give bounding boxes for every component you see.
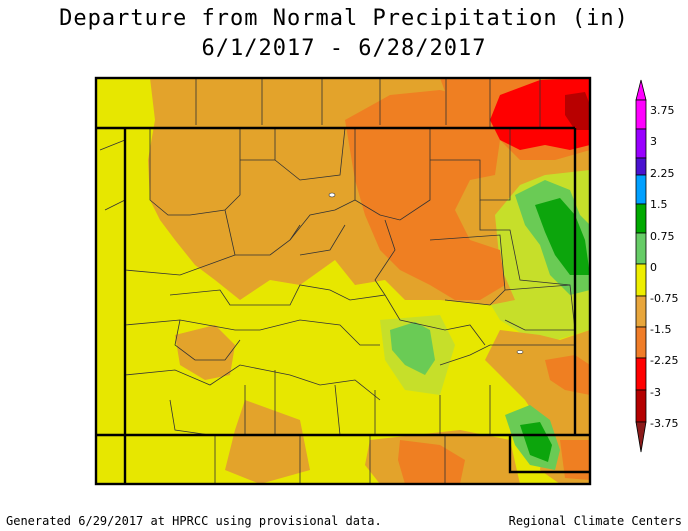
footer-generated-note: Generated 6/29/2017 at HPRCC using provi… <box>6 514 382 528</box>
legend-swatch-5 <box>635 203 647 234</box>
legend-label-minus-1-5: -1.5 <box>650 323 671 336</box>
zone-dark-red-northeast <box>565 92 590 130</box>
lake-features <box>328 192 524 354</box>
legend-arrow-bottom <box>635 421 647 453</box>
legend-label-minus-0-75: -0.75 <box>650 292 678 305</box>
legend-swatch-3 <box>635 157 647 176</box>
map-title: Departure from Normal Precipitation (in) <box>59 6 629 31</box>
legend-swatch-9 <box>635 326 647 359</box>
zone-orange-southeast <box>560 440 590 480</box>
legend-label-3-75: 3.75 <box>650 104 675 117</box>
legend-swatch-6 <box>635 232 647 265</box>
legend-label-minus-2-25: -2.25 <box>650 354 678 367</box>
legend-swatch-10 <box>635 357 647 391</box>
zone-green-southeast <box>520 422 552 462</box>
zone-light-orange-southwest <box>225 400 310 484</box>
legend-label-1-5: 1.5 <box>650 198 668 211</box>
legend-label-0-75: 0.75 <box>650 230 675 243</box>
legend-swatch-1 <box>635 99 647 130</box>
legend-swatch-7 <box>635 263 647 297</box>
precipitation-shading <box>96 78 590 484</box>
county-boundaries <box>99 78 576 484</box>
legend-label-2-25: 2.25 <box>650 167 675 180</box>
state-boundaries <box>94 76 592 486</box>
map-date-range: 6/1/2017 - 6/28/2017 <box>201 36 487 61</box>
legend-label-0: 0 <box>650 261 657 274</box>
zone-orange-central <box>345 90 505 300</box>
legend-label-minus-3-75: -3.75 <box>650 417 678 430</box>
legend-swatch-4 <box>635 174 647 205</box>
zone-light-orange-west <box>175 325 235 380</box>
legend-label-minus-3: -3 <box>650 386 661 399</box>
zone-light-green-south-central <box>390 322 435 375</box>
legend-label-3: 3 <box>650 135 657 148</box>
legend-swatch-8 <box>635 295 647 328</box>
legend-arrow-top <box>635 79 647 101</box>
zone-orange-east-small <box>545 355 590 395</box>
footer-attribution: Regional Climate Centers <box>508 514 682 528</box>
legend-swatch-2 <box>635 128 647 159</box>
zone-orange-south <box>398 440 465 484</box>
legend-swatch-11 <box>635 389 647 423</box>
legend-colorbar: 3.75 3 2.25 1.5 0.75 0 -0.75 -1.5 -2.25 … <box>635 79 678 453</box>
zone-green-east <box>535 198 590 275</box>
